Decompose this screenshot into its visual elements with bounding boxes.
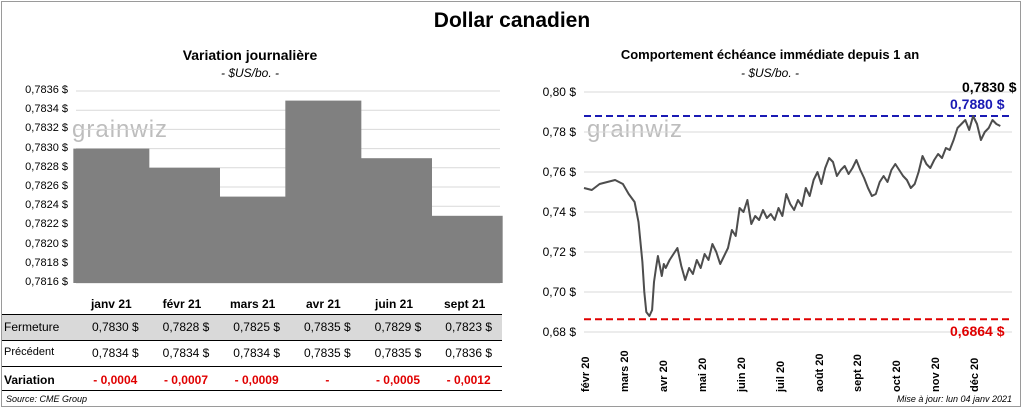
left-y-tick-label: 0,7820 $ [25, 237, 68, 250]
left-chart-unit: - $US/bo. - [220, 66, 280, 80]
bar-2 [214, 196, 291, 283]
right-y-tick-label: 0,70 $ [542, 285, 576, 299]
left-y-tick-label: 0,7824 $ [25, 199, 68, 212]
left-x-tick-label: mars 21 [229, 297, 276, 311]
right-x-tick-label: mai 20 [696, 357, 709, 392]
right-watermark: grainwiz [587, 116, 684, 143]
row-label-variation: Variation [4, 373, 55, 387]
table-cell: - [325, 373, 330, 387]
left-x-tick-label: janv 21 [90, 297, 132, 311]
table-cell: 0,7829 $ [374, 320, 422, 334]
row-label-fermeture: Fermeture [4, 320, 60, 334]
right-x-tick-label: août 20 [813, 353, 826, 392]
price-line [583, 115, 1001, 317]
left-x-tick-label: sept 21 [443, 297, 486, 311]
left-y-tick-label: 0,7834 $ [25, 103, 68, 116]
table-cell: - 0,0007 [163, 373, 209, 387]
left-y-tick-label: 0,7830 $ [25, 141, 68, 154]
right-y-tick-label: 0,80 $ [542, 85, 576, 99]
right-x-tick-label: sept 20 [852, 354, 865, 392]
right-y-tick-label: 0,78 $ [542, 125, 576, 139]
table-cell: 0,7834 $ [91, 346, 139, 360]
table-cell: 0,7835 $ [303, 320, 351, 334]
low-value-label: 0,6864 $ [950, 323, 1005, 339]
bar-3 [285, 100, 362, 283]
right-chart-unit: - $US/bo. - [740, 66, 800, 80]
table-cell: 0,7825 $ [233, 320, 281, 334]
right-y-tick-label: 0,76 $ [542, 165, 576, 179]
left-y-tick-label: 0,7826 $ [25, 180, 68, 192]
table-separator [2, 366, 502, 367]
bar-1 [144, 167, 220, 283]
right-y-tick-label: 0,74 $ [542, 205, 576, 219]
table-cell: 0,7834 $ [162, 346, 210, 360]
table-cell: 0,7823 $ [445, 320, 493, 334]
left-y-tick-label: 0,7828 $ [25, 160, 68, 173]
left-y-tick-label: 0,7836 $ [25, 84, 68, 96]
row-label-precedent: Précédent [4, 346, 55, 358]
left-x-tick-label: juin 21 [374, 297, 413, 311]
right-y-tick-label: 0,68 $ [542, 325, 576, 339]
left-chart-title: Variation journalière [182, 47, 318, 63]
right-x-tick-label: nov 20 [930, 357, 943, 392]
left-y-tick-label: 0,7818 $ [25, 256, 68, 269]
right-x-tick-label: oct 20 [891, 360, 904, 392]
right-x-tick-label: avr 20 [657, 360, 670, 392]
high-value-label: 0,7880 $ [950, 96, 1005, 112]
table-cell: 0,7828 $ [162, 320, 210, 334]
fermeture-row-band [2, 314, 502, 341]
table-cell: 0,7830 $ [91, 320, 139, 334]
left-y-tick-label: 0,7822 $ [25, 218, 68, 231]
right-x-tick-label: juil 20 [774, 360, 787, 392]
table-cell: 0,7835 $ [303, 346, 351, 360]
table-cell: - 0,0009 [234, 373, 279, 387]
update-note: Mise à jour: lun 04 janv 2021 [896, 394, 1012, 404]
right-x-tick-label: juin 20 [735, 357, 748, 392]
bar-0 [73, 148, 150, 283]
bar-4 [356, 158, 432, 283]
table-bottom-line [2, 390, 502, 391]
right-x-tick-label: déc 20 [969, 357, 982, 392]
right-x-tick-label: mars 20 [619, 350, 632, 392]
table-cell: - 0,0004 [93, 373, 138, 387]
table-cell: - 0,0012 [446, 373, 491, 387]
main-title: Dollar canadien [433, 9, 591, 32]
bar-5 [426, 215, 503, 283]
right-y-tick-label: 0,72 $ [542, 245, 576, 259]
source-note: Source: CME Group [6, 394, 88, 404]
right-chart-title: Comportement échéance immédiate depuis 1… [620, 47, 920, 62]
table-cell: 0,7836 $ [445, 346, 493, 360]
last-value-label: 0,7830 $ [962, 79, 1017, 95]
right-x-tick-label: févr 20 [580, 356, 593, 392]
table-cell: 0,7835 $ [374, 346, 422, 360]
left-x-tick-label: févr 21 [162, 297, 202, 311]
table-cell: 0,7834 $ [233, 346, 281, 360]
table-cell: - 0,0005 [375, 373, 421, 387]
left-y-tick-label: 0,7832 $ [25, 122, 68, 135]
left-y-tick-label: 0,7816 $ [25, 276, 68, 288]
left-x-tick-label: avr 21 [305, 297, 341, 311]
